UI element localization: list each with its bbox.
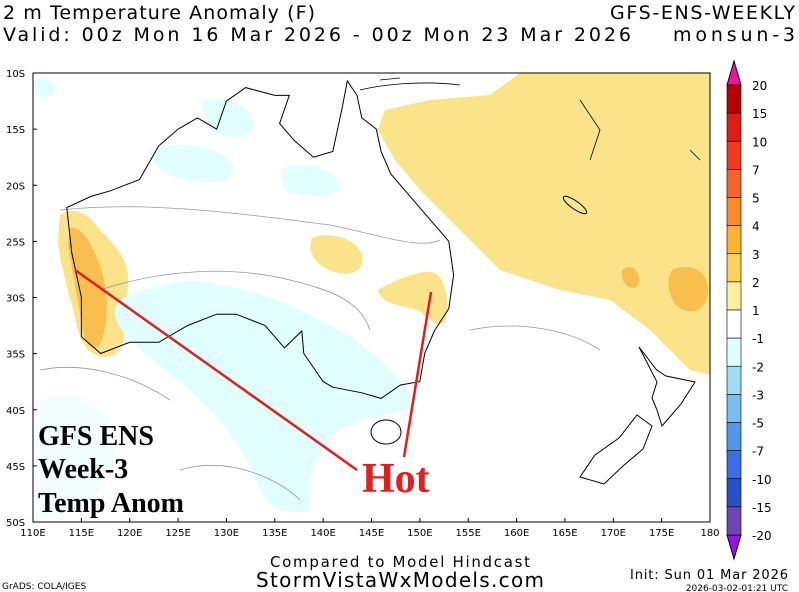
warm-spot bbox=[68, 227, 107, 348]
pointer-line bbox=[402, 291, 433, 458]
lon-label: 135E bbox=[262, 528, 287, 539]
run-name: monsun-3 bbox=[673, 24, 795, 46]
coastline bbox=[66, 79, 455, 399]
cool-area bbox=[280, 165, 340, 197]
colorbar-label: 20 bbox=[752, 79, 767, 93]
colorbar-label: -3 bbox=[752, 388, 764, 402]
lon-label: 170E bbox=[601, 528, 626, 539]
lon-label: 160E bbox=[504, 528, 529, 539]
pointer-line bbox=[74, 268, 358, 472]
colorbar-box bbox=[726, 309, 742, 339]
cool-area bbox=[150, 144, 234, 183]
lat-label: 45S bbox=[6, 462, 25, 473]
coastline bbox=[359, 77, 701, 161]
lat-label: 50S bbox=[6, 518, 25, 529]
colorbar-box bbox=[726, 112, 742, 142]
colorbar-box bbox=[726, 506, 742, 536]
annotation-label: Temp Anom bbox=[38, 488, 184, 519]
lon-label: 165E bbox=[552, 528, 577, 539]
colorbar-label: -5 bbox=[752, 417, 764, 431]
colorbar-label: -7 bbox=[752, 445, 764, 459]
lon-label: 175E bbox=[649, 528, 674, 539]
colorbar: 20 15 10 7 5 4 3 2 1 -1 -2 -3 -5 -7 -10 -15 -20 bbox=[726, 59, 772, 561]
cool-area bbox=[35, 78, 55, 98]
lon-label: 125E bbox=[165, 528, 190, 539]
colorbar-label: 3 bbox=[752, 248, 760, 262]
model-name: GFS-ENS-WEEKLY bbox=[610, 2, 795, 24]
lat-label: 25S bbox=[6, 237, 25, 248]
lat-label: 15S bbox=[6, 125, 25, 136]
annotation-label: Week-3 bbox=[38, 454, 128, 485]
lat-label: 10S bbox=[6, 69, 25, 80]
colorbar-label: -2 bbox=[752, 360, 764, 374]
init-time: Init: Sun 01 Mar 2026 bbox=[630, 568, 788, 583]
annotation-label: GFS ENS bbox=[38, 421, 154, 452]
colorbar-box bbox=[726, 225, 742, 255]
colorbar-label: -1 bbox=[752, 332, 764, 346]
timestamp: 2026-03-02-01:21 UTC bbox=[686, 584, 788, 592]
lon-label: 130E bbox=[214, 528, 239, 539]
warm-area bbox=[378, 271, 448, 325]
colorbar-label: 4 bbox=[752, 220, 760, 234]
colorbar-box bbox=[726, 478, 742, 508]
hot-label: Hot bbox=[362, 456, 430, 502]
colorbar-label: 1 bbox=[752, 304, 760, 318]
colorbar-label: -20 bbox=[752, 529, 772, 543]
contour-line bbox=[39, 206, 601, 501]
colorbar-label: 5 bbox=[752, 192, 760, 206]
lat-label: 40S bbox=[6, 406, 25, 417]
colorbar-box bbox=[726, 394, 742, 423]
colorbar-box bbox=[726, 365, 742, 395]
colorbar-box bbox=[726, 140, 742, 170]
lon-label: 150E bbox=[407, 528, 432, 539]
colorbar-box bbox=[726, 253, 742, 283]
coastline bbox=[562, 195, 588, 215]
lon-label: 115E bbox=[69, 528, 94, 539]
credit: GrADS: COLA/IGES bbox=[2, 582, 86, 592]
warm-area bbox=[378, 73, 710, 375]
colorbar-box bbox=[726, 197, 742, 226]
colorbar-label: 15 bbox=[752, 107, 767, 121]
coastline bbox=[579, 414, 653, 485]
colorbar-box bbox=[726, 281, 742, 311]
map bbox=[32, 72, 711, 523]
lat-label: 30S bbox=[6, 294, 25, 305]
colorbar-label: -10 bbox=[752, 473, 772, 487]
coastline bbox=[370, 419, 402, 445]
colorbar-label: 10 bbox=[752, 135, 767, 149]
lon-label: 140E bbox=[310, 528, 335, 539]
colorbar-box bbox=[726, 169, 742, 198]
cool-area bbox=[40, 396, 114, 515]
lon-label: 110E bbox=[20, 528, 45, 539]
lon-label: 180 bbox=[700, 528, 719, 539]
warm-area bbox=[310, 235, 363, 275]
lon-label: 155E bbox=[456, 528, 481, 539]
warm-spot bbox=[621, 267, 639, 288]
colorbar-label: 2 bbox=[752, 276, 760, 290]
colorbar-end bbox=[726, 59, 742, 86]
colorbar-box bbox=[726, 422, 742, 451]
valid-period: Valid: 00z Mon 16 Mar 2026 - 00z Mon 23 … bbox=[3, 24, 631, 46]
lon-label: 120E bbox=[117, 528, 142, 539]
colorbar-box bbox=[726, 450, 742, 480]
cool-area bbox=[114, 280, 413, 513]
map-title: 2 m Temperature Anomaly (F) bbox=[3, 2, 315, 24]
warm-spot bbox=[668, 266, 708, 312]
hindcast-note: Compared to Model Hindcast bbox=[270, 553, 530, 571]
colorbar-box bbox=[726, 84, 742, 114]
colorbar-end bbox=[726, 534, 742, 561]
colorbar-box bbox=[726, 337, 742, 367]
lat-label: 35S bbox=[6, 350, 25, 361]
coastline bbox=[638, 346, 696, 428]
site-name: StormVistaWxModels.com bbox=[256, 568, 544, 592]
colorbar-label: -15 bbox=[752, 501, 772, 515]
lat-label: 20S bbox=[6, 181, 25, 192]
lon-label: 145E bbox=[359, 528, 384, 539]
colorbar-label: 7 bbox=[752, 163, 760, 177]
